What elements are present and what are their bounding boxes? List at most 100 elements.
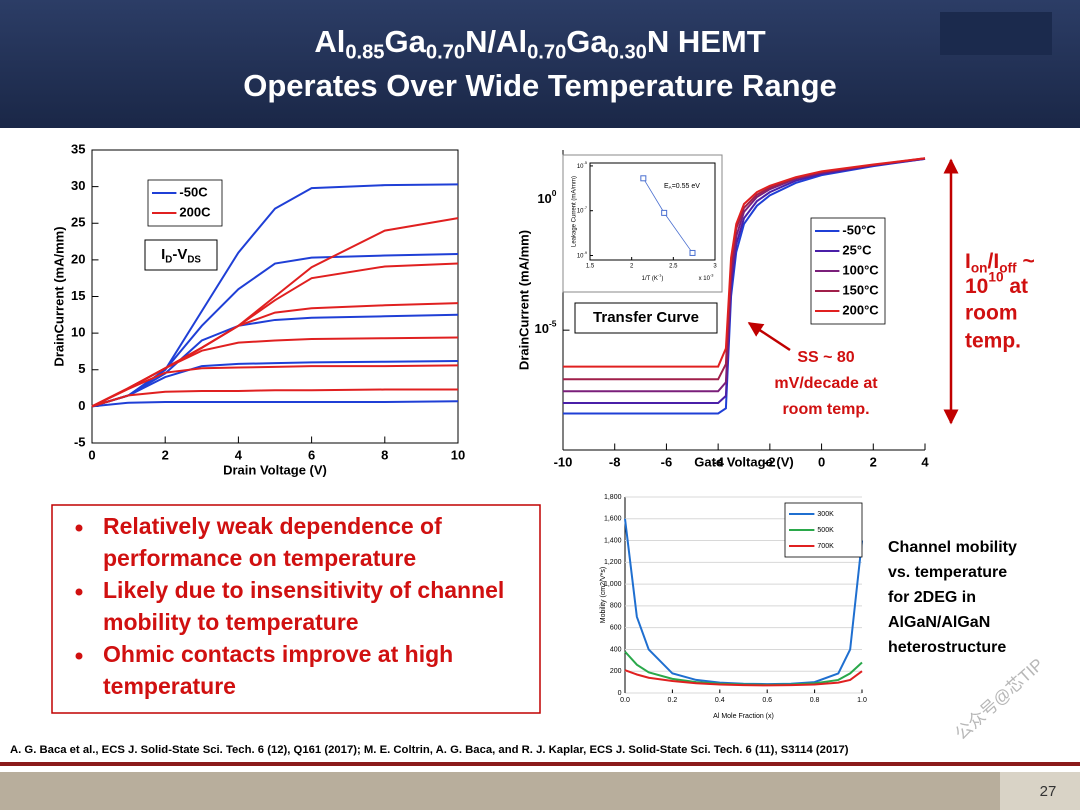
- x-tick-label: -4: [712, 454, 724, 469]
- bullet-text: Likely due to insensitivity of channel: [103, 577, 504, 603]
- x-tick-label: 0.4: [715, 697, 725, 704]
- ss-line: room temp.: [782, 401, 869, 418]
- ss-line: SS ~ 80: [797, 349, 854, 366]
- annotation: EA=0.55 eV: [664, 183, 700, 190]
- footer-rule: [0, 762, 1080, 766]
- bullet-text: mobility to temperature: [103, 609, 359, 635]
- title-line1: Al0.85Ga0.70N/Al0.70Ga0.30N HEMT: [314, 24, 765, 63]
- text-run: 10: [577, 208, 584, 214]
- superscript: 10: [988, 269, 1004, 284]
- x-tick-label: 0.8: [810, 697, 820, 704]
- y-tick-label: 10-5: [535, 319, 557, 337]
- superscript: -7: [584, 205, 587, 210]
- y-axis-label: Leakage Current (mA/mm): [572, 176, 578, 247]
- plot-frame: [589, 162, 716, 261]
- legend-label: 25°C: [842, 242, 872, 257]
- chart: 0 200 400 600 800 1,000 1,200 1,400 1,600 1,800 0.…: [600, 494, 867, 720]
- subscript: 0.85: [345, 42, 384, 64]
- x-tick-label: 2.5: [669, 264, 678, 270]
- y-tick-label: 10-5: [577, 160, 587, 169]
- text-run: Ga: [566, 24, 608, 59]
- y-tick-label: 5: [78, 361, 85, 376]
- x-tick-label: -2: [764, 454, 776, 469]
- text-run: 10: [537, 191, 551, 206]
- x-tick-label: -10: [554, 454, 573, 469]
- text-run: Ga: [385, 24, 427, 59]
- x-tick-label: 0: [88, 447, 95, 462]
- superscript: -5: [584, 160, 587, 165]
- bullet-box: [51, 504, 541, 714]
- annotation-box: [574, 302, 718, 334]
- y-tick-label: 800: [610, 603, 622, 610]
- legend-label: 300K: [817, 511, 834, 518]
- text-run: /I: [988, 250, 1000, 273]
- bullet-list: Relatively weak dependence of performance…: [75, 513, 504, 699]
- x-tick-label: 1.0: [857, 697, 867, 704]
- data-line: [91, 336, 459, 408]
- footer-band: [0, 772, 1080, 810]
- text-run: 10: [577, 163, 584, 169]
- text-run: 1/T (K: [642, 276, 658, 282]
- y-tick-label: 1,200: [604, 559, 622, 566]
- ion-ioff-line: temp.: [965, 330, 1021, 353]
- mobility-note: AlGaN/AlGaN: [888, 614, 990, 631]
- y-tick-label: 10-7: [577, 205, 587, 214]
- ss-arrow: [747, 321, 791, 352]
- data-line: [624, 669, 863, 687]
- point: [661, 209, 668, 216]
- legend-label: -50C: [179, 184, 208, 199]
- x-tick-label: 4: [235, 447, 243, 462]
- data-line: [91, 364, 459, 408]
- superscript: -9: [584, 250, 587, 255]
- data-line: [563, 157, 926, 415]
- y-tick-label: 1,000: [604, 581, 622, 588]
- subscript: 0.70: [426, 42, 465, 64]
- text-run: ~: [1017, 250, 1035, 273]
- y-tick-label: 1,400: [604, 537, 622, 544]
- bullet-text: temperature: [103, 673, 236, 699]
- legend-label: 100°C: [842, 262, 879, 277]
- footer-box: [1000, 772, 1080, 810]
- text-run: -V: [172, 246, 187, 263]
- point: [640, 175, 647, 182]
- bullet-text: Ohmic contacts improve at high: [103, 641, 453, 667]
- y-axis-label: DrainCurrent (mA/mm): [51, 226, 66, 366]
- x-tick-label: 8: [381, 447, 388, 462]
- x-axis-label: Gate Voltage (V): [694, 454, 793, 469]
- x-tick-label: -6: [661, 454, 673, 469]
- x-tick-label: 0.2: [668, 697, 678, 704]
- superscript: -5: [549, 319, 557, 329]
- bullet-text: performance on temperature: [103, 545, 416, 571]
- data-line: [91, 359, 459, 408]
- subscript: off: [999, 260, 1017, 275]
- text-run: x 10: [699, 276, 711, 282]
- mobility-note: heterostructure: [888, 639, 1006, 656]
- x-tick-label: 0.0: [620, 697, 630, 704]
- bullet-dot: [75, 524, 83, 532]
- legend-label: 500K: [817, 527, 834, 534]
- bullet-text: Relatively weak dependence of: [103, 513, 442, 539]
- y-tick-label: 10-9: [577, 250, 587, 259]
- x-tick-label: 10: [451, 447, 465, 462]
- ion-ioff-line: Ion/Ioff ~: [965, 250, 1035, 275]
- text-run: ): [661, 276, 663, 282]
- subscript: DS: [187, 254, 201, 265]
- x-tick-label: 6: [308, 447, 315, 462]
- y-tick-label: 100: [537, 188, 556, 206]
- y-tick-label: 0: [78, 398, 85, 413]
- text-run: N HEMT: [647, 24, 766, 59]
- x-tick-label: 4: [921, 454, 929, 469]
- data-line: [91, 388, 458, 408]
- ion-ioff-line: 1010 at: [965, 269, 1028, 297]
- x-axis-label: Drain Voltage (V): [223, 462, 327, 477]
- mobility-note: Channel mobility: [888, 539, 1017, 556]
- text-run: N/Al: [465, 24, 527, 59]
- x-axis-label: Al Mole Fraction (x): [713, 713, 774, 720]
- text-run: E: [664, 183, 669, 190]
- x-tick-label: 0: [818, 454, 825, 469]
- data-line: [91, 400, 459, 408]
- y-axis-label: DrainCurrent (mA/mm): [516, 230, 531, 370]
- x-tick-label: 2: [630, 264, 634, 270]
- y-tick-label: 35: [71, 141, 85, 156]
